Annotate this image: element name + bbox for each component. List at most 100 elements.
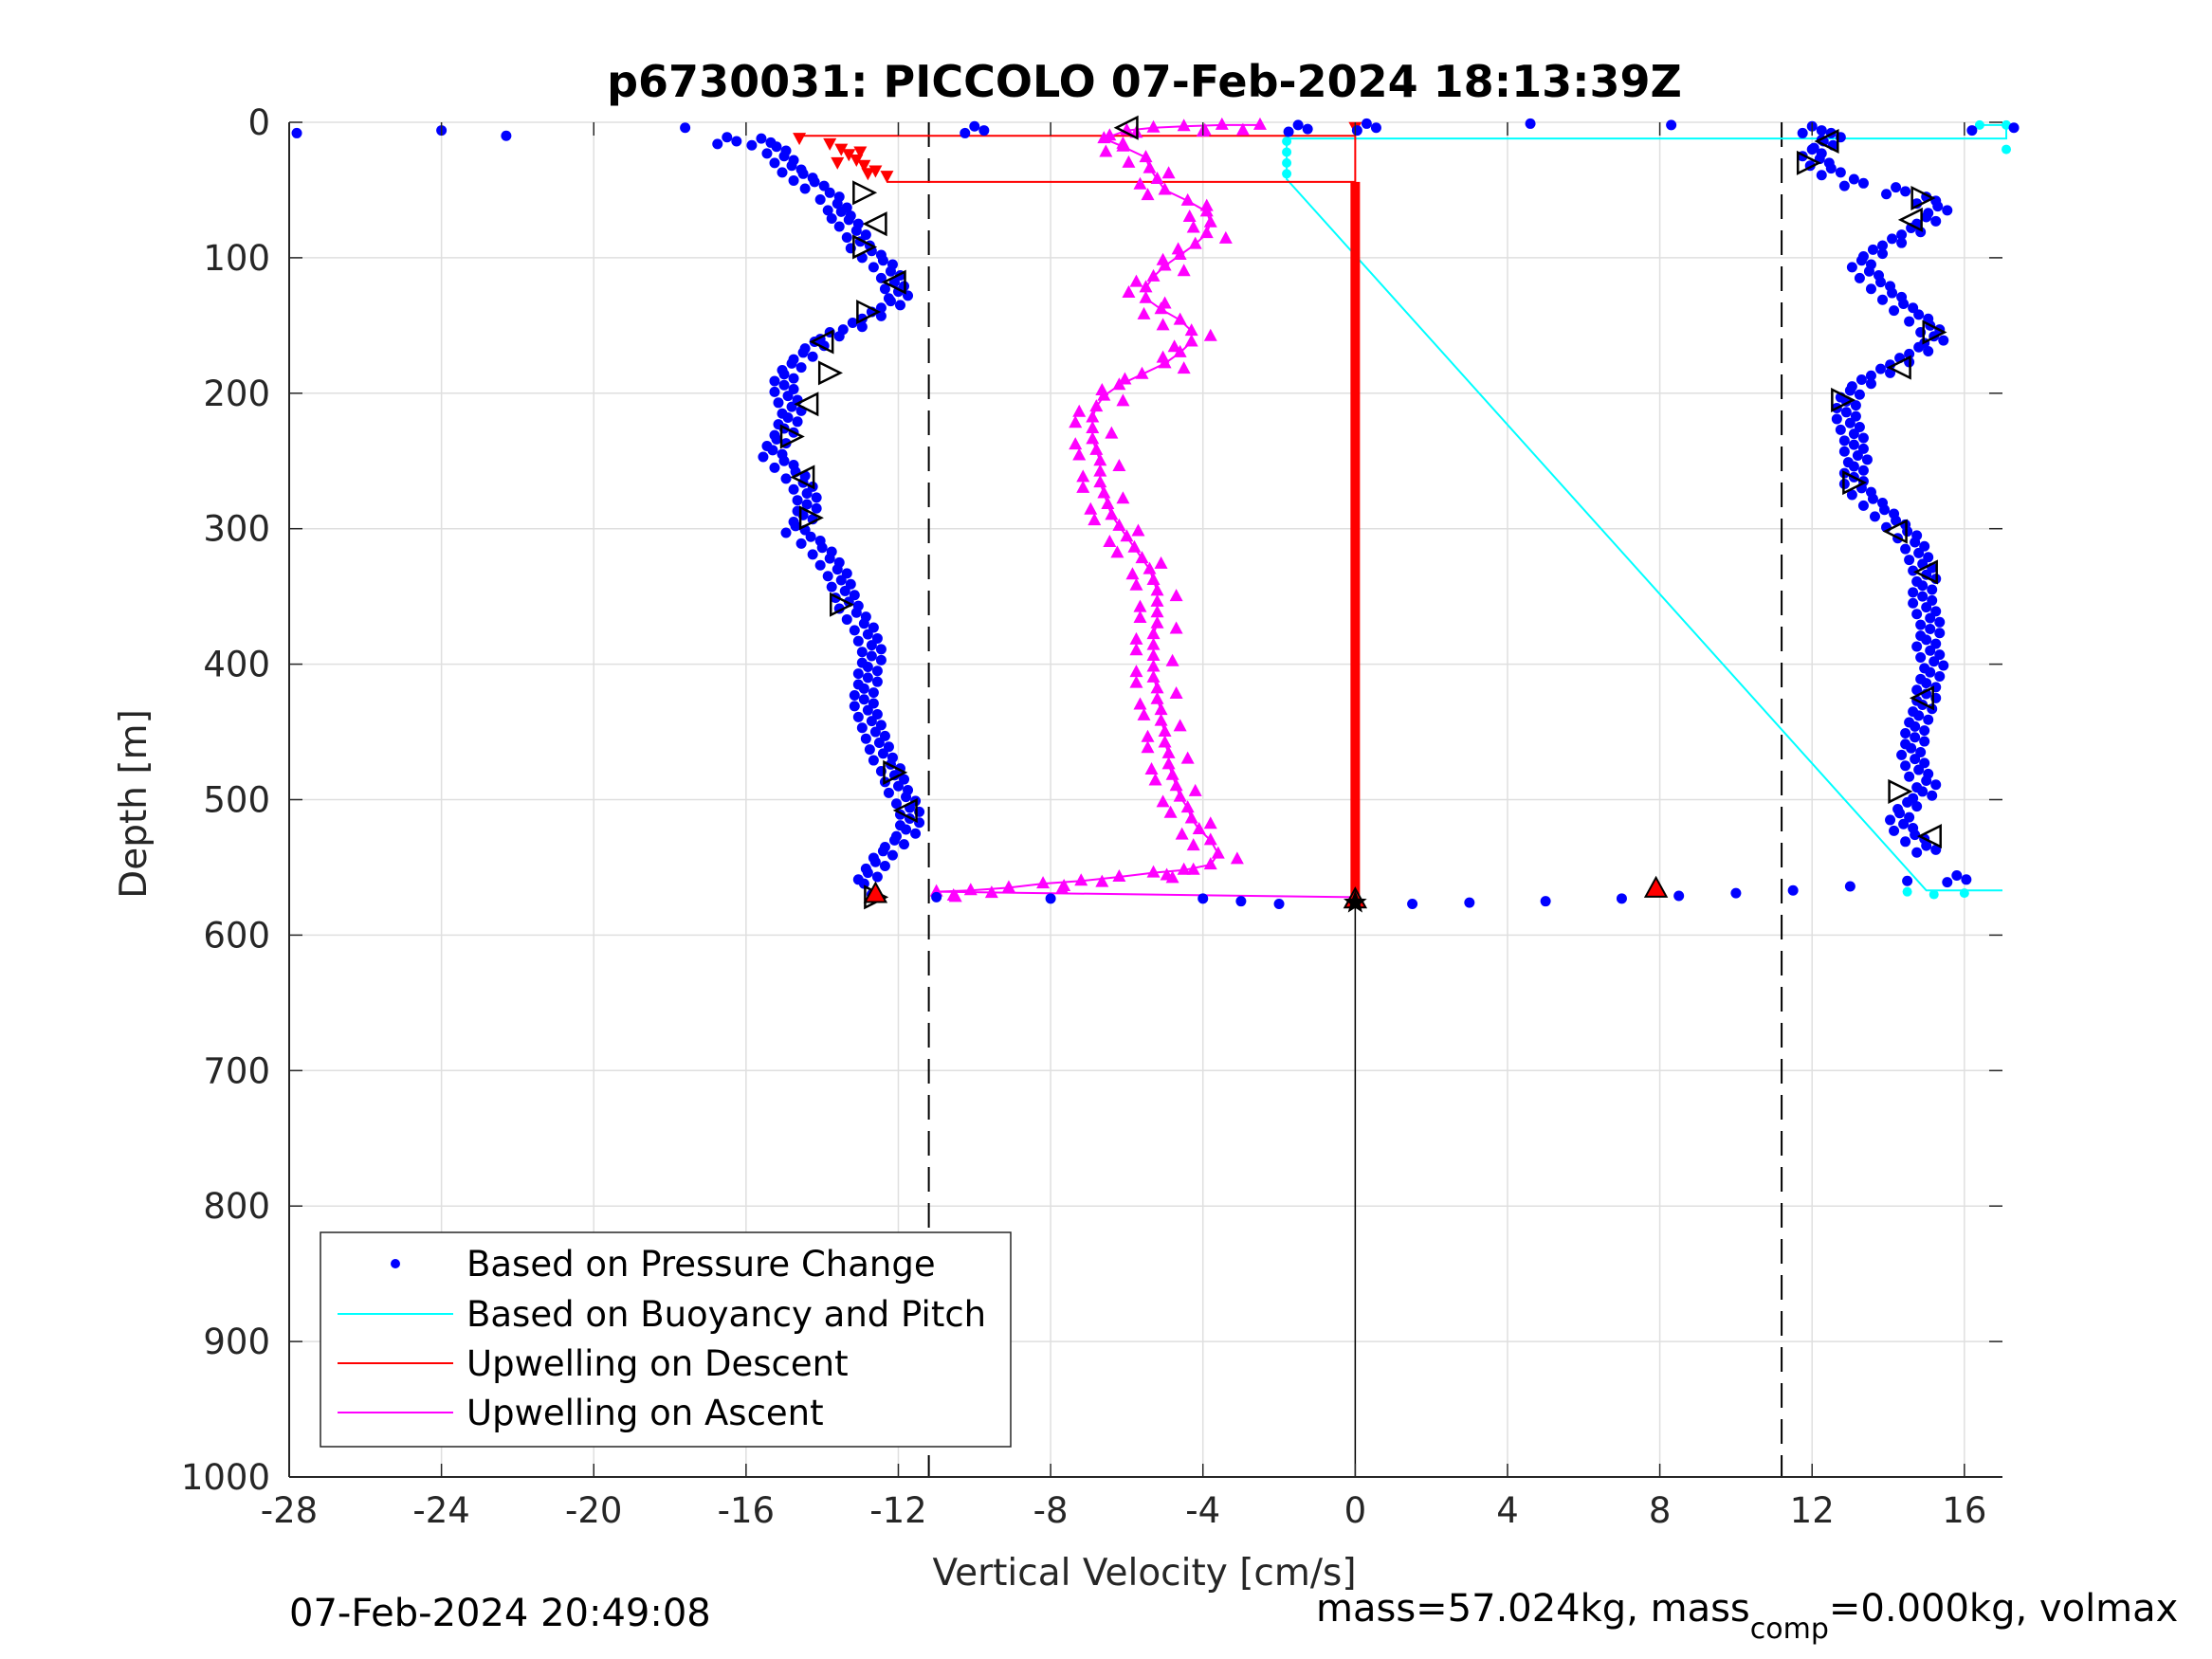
ascent-marker [1146, 648, 1161, 662]
pressure-point [1525, 118, 1536, 129]
pressure-point [799, 183, 811, 194]
pressure-point [1848, 461, 1859, 472]
pressure-point [1930, 779, 1942, 791]
ascent-marker [1133, 697, 1147, 710]
ascent-marker [1146, 268, 1161, 282]
ascent-annotation-triangle [1796, 150, 1822, 175]
pressure-point [860, 733, 871, 744]
ascent-marker [1137, 707, 1151, 720]
buoyancy-point [1974, 119, 1984, 130]
ascent-marker [1086, 431, 1100, 445]
pressure-point [778, 455, 790, 466]
pressure-point [1910, 720, 1921, 732]
pressure-point [1844, 881, 1856, 892]
pressure-point [862, 629, 873, 640]
pressure-point [1838, 446, 1850, 457]
pressure-point [1848, 439, 1859, 450]
ascent-marker [1036, 876, 1051, 889]
ascent-marker [1188, 236, 1202, 249]
descent-annotation-triangle [881, 269, 906, 295]
pressure-point [1961, 874, 1972, 885]
pressure-point [1816, 125, 1827, 137]
pressure-point [960, 127, 971, 138]
ascent-marker [1146, 637, 1161, 650]
pressure-point [879, 861, 890, 872]
ascent-marker [1146, 865, 1161, 878]
buoyancy-point [1282, 147, 1292, 157]
chart-title: p6730031: PICCOLO 07-Feb-2024 18:13:39Z [607, 56, 1682, 107]
pressure-point [849, 689, 860, 701]
pressure-point [1889, 305, 1900, 317]
pressure-point [847, 317, 858, 328]
ascent-marker [1086, 410, 1100, 423]
ascent-marker [1199, 226, 1214, 239]
pressure-point [1361, 118, 1372, 129]
pressure-point [1911, 801, 1923, 812]
pressure-point [1915, 651, 1927, 663]
pressure-point [1865, 370, 1876, 381]
ascent-marker [1095, 382, 1109, 395]
ascent-marker [1156, 252, 1170, 265]
pressure-point [969, 120, 980, 132]
pressure-point [1917, 580, 1929, 592]
pressure-point [1900, 727, 1911, 738]
footer-mass-rest: =0.000kg, volmax [1829, 1587, 2178, 1631]
pressure-point [877, 748, 888, 759]
descent-marker [793, 133, 807, 146]
ascent-marker [1215, 117, 1229, 130]
pressure-point [1616, 893, 1627, 904]
pressure-point [1898, 298, 1910, 309]
pressure-point [839, 585, 850, 596]
descent-annotation-triangle [892, 797, 918, 823]
pressure-point [841, 613, 852, 625]
pressure-point [1889, 825, 1900, 836]
pressure-point [1927, 584, 1938, 595]
pressure-point [786, 357, 797, 369]
y-tick-label: 1000 [181, 1457, 270, 1498]
ascent-marker [1072, 447, 1087, 461]
pressure-point [864, 744, 875, 756]
pressure-point [852, 668, 864, 680]
ascent-annotation-triangle [1909, 685, 1934, 711]
x-tick-label: -24 [412, 1490, 469, 1531]
ascent-marker [1150, 605, 1164, 618]
pressure-point [797, 168, 809, 179]
pressure-point [1857, 500, 1869, 511]
pressure-point [1904, 555, 1915, 566]
y-tick-label: 500 [203, 780, 270, 821]
pressure-point [1917, 786, 1929, 797]
ascent-marker [1169, 589, 1183, 602]
ascent-annotation-triangle [1831, 387, 1856, 412]
pressure-point [788, 483, 799, 495]
pressure-point [1844, 417, 1856, 428]
ascent-marker [1173, 789, 1187, 802]
pressure-point [1930, 215, 1942, 227]
pressure-point [811, 502, 822, 514]
pressure-point [1869, 511, 1880, 522]
pressure-point [746, 139, 758, 151]
pressure-point [890, 798, 902, 810]
pressure-point [811, 492, 822, 503]
ascent-marker [1165, 767, 1179, 780]
descent-annotation-triangle [779, 424, 805, 449]
pressure-point [761, 148, 773, 159]
ascent-marker [1211, 846, 1225, 859]
pressure-point [1900, 836, 1911, 848]
pressure-point [1923, 346, 1934, 357]
ascent-marker [1122, 285, 1136, 299]
pressure-point [1938, 335, 1949, 346]
pressure-point [871, 665, 883, 677]
ascent-marker [1230, 851, 1244, 865]
descent-annotation-triangle [856, 300, 882, 325]
ascent-marker [1163, 805, 1178, 818]
ascent-marker [1197, 122, 1212, 136]
ascent-marker [1093, 475, 1107, 488]
pressure-point [866, 650, 877, 662]
pressure-point [899, 839, 910, 850]
pressure-point [1938, 660, 1949, 671]
pressure-point [788, 373, 799, 384]
axes: -28 -24 -20 -16 -12 -8 -4 0 4 8 12 16 0 100 200 300 400 5… [181, 102, 2002, 1531]
ascent-annotation-triangle [1882, 519, 1908, 544]
pressure-point [910, 828, 922, 839]
pressure-point [1848, 173, 1859, 185]
